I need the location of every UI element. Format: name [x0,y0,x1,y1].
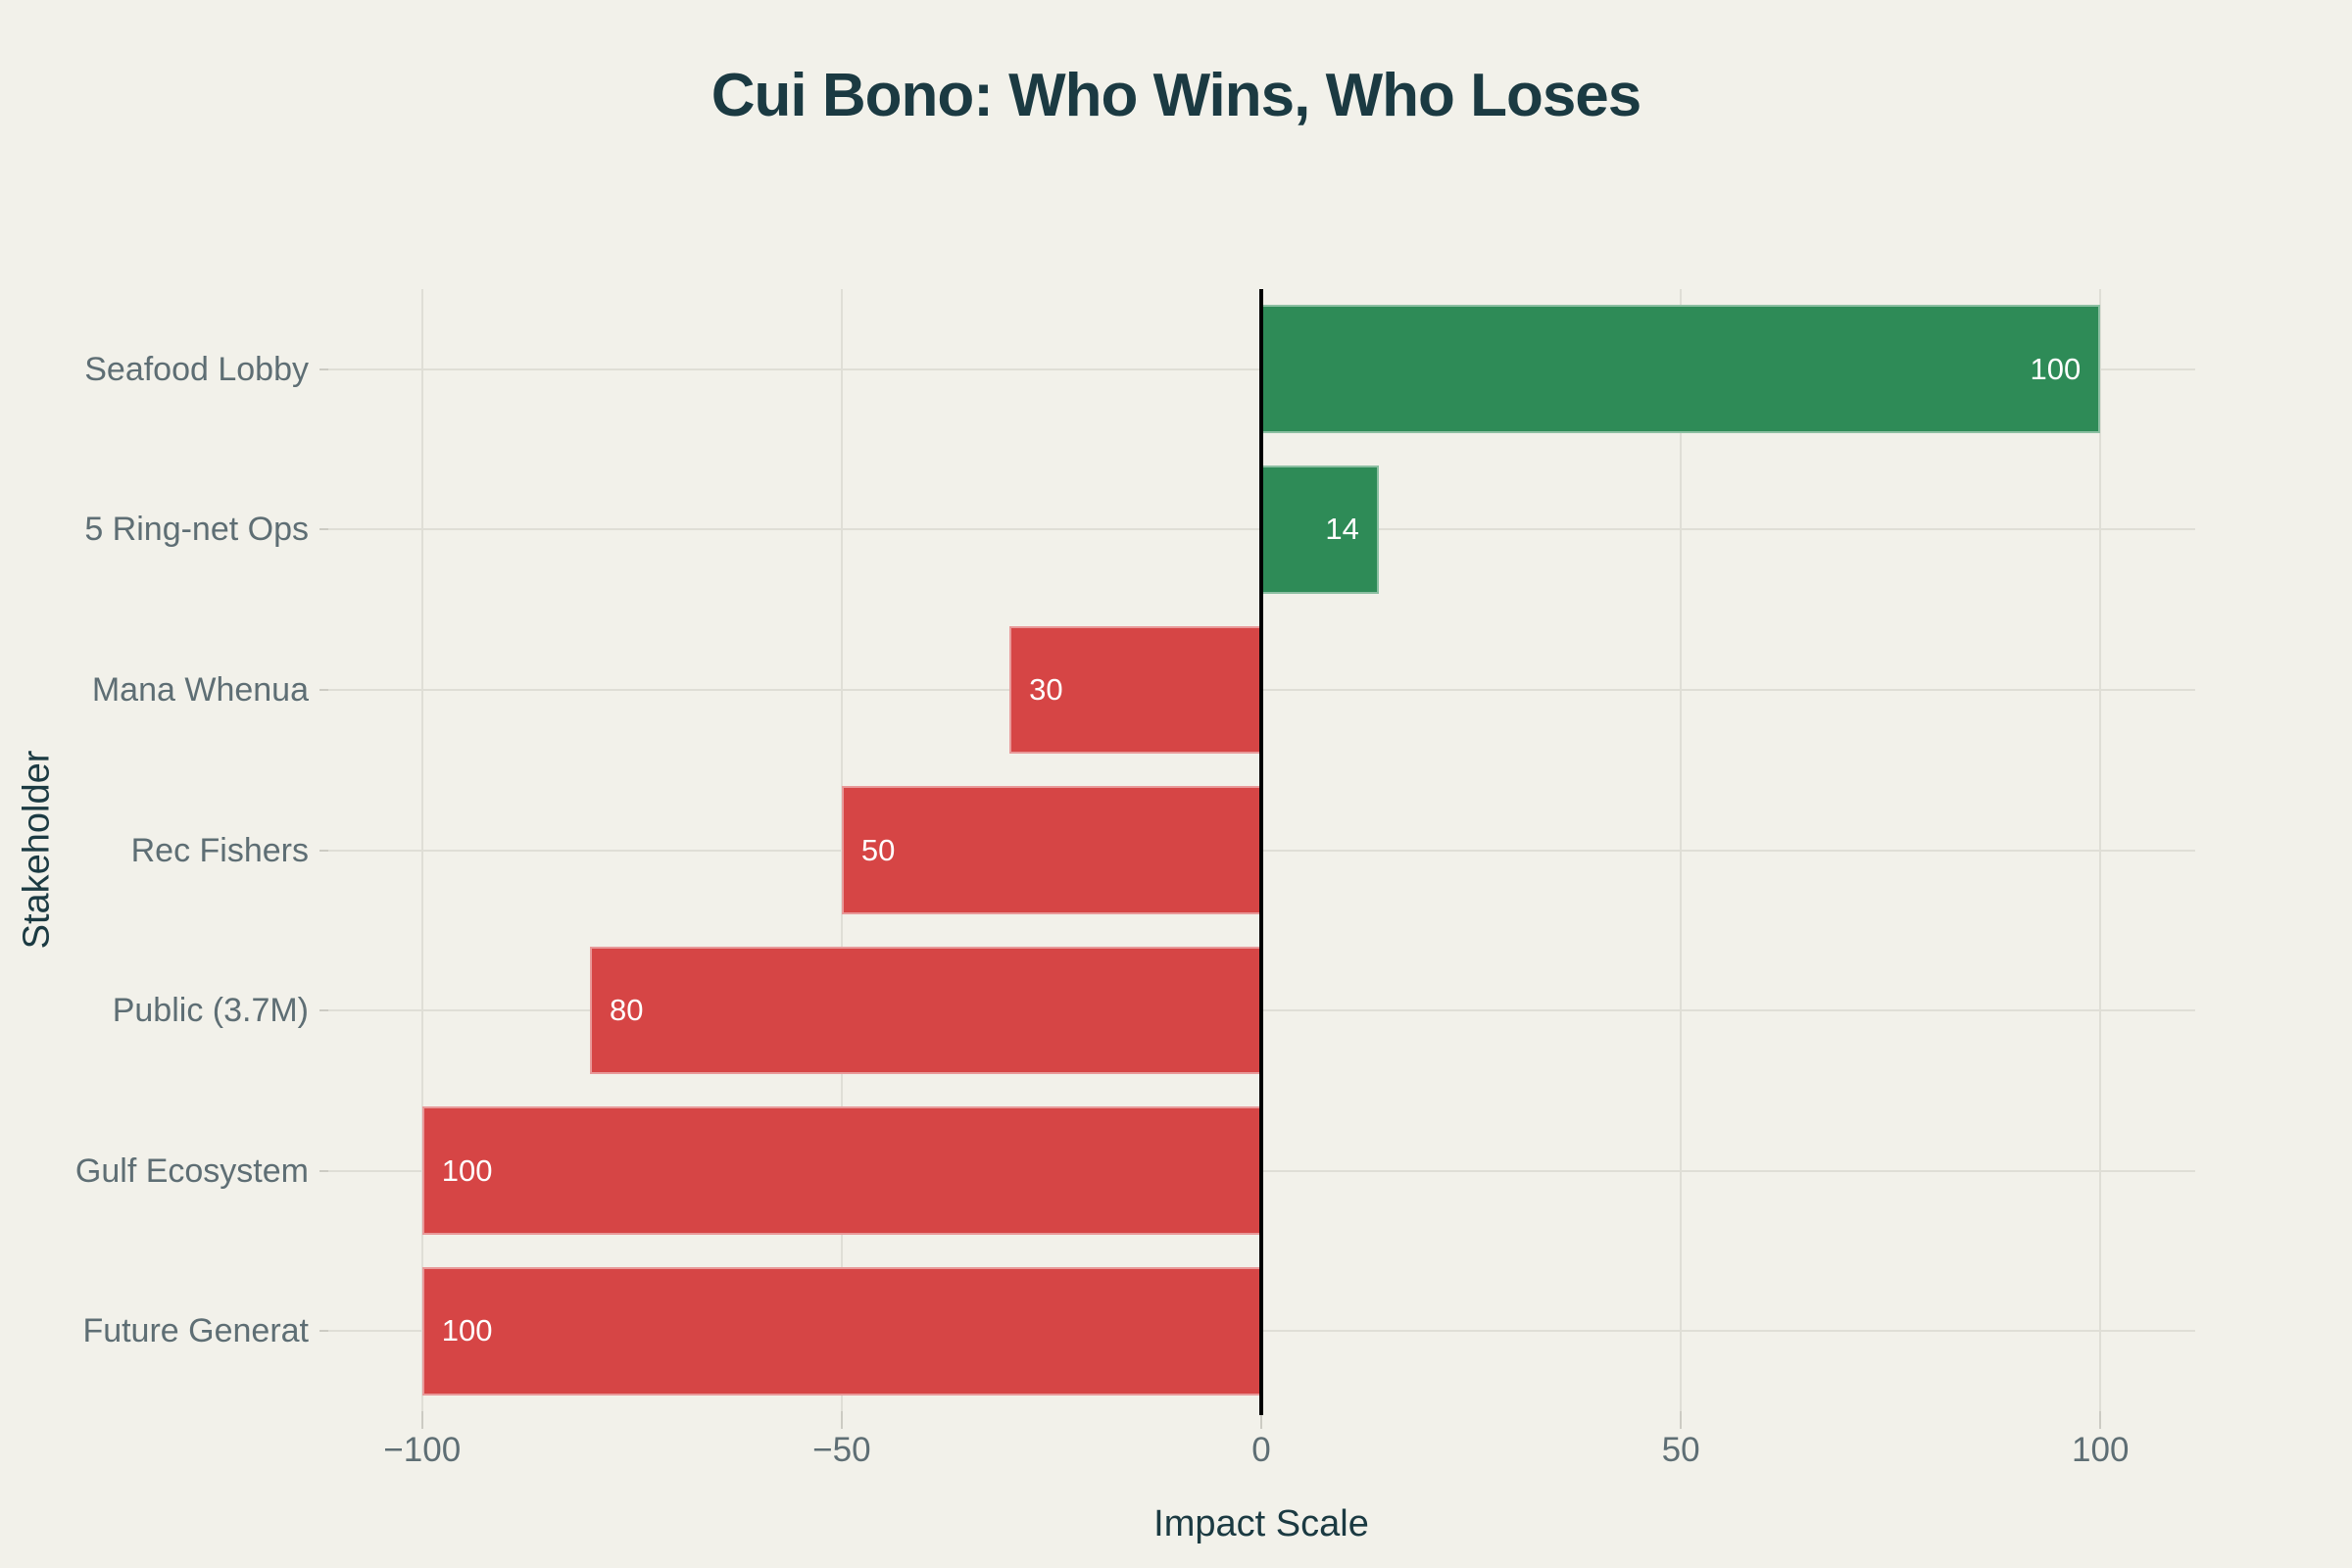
x-tick-label-50: 50 [1661,1431,1700,1469]
y-tick-mark [319,1009,328,1012]
bar-future-generat[interactable] [421,1266,1261,1396]
x-tick-mark [1680,1411,1683,1429]
x-tick-label-neg100: −100 [383,1431,462,1469]
bar-mana-whenua[interactable] [1009,625,1261,755]
y-tick-label-rec-fishers: Rec Fishers [130,831,309,869]
gridline-vertical [2099,289,2102,1411]
chart-title: Cui Bono: Who Wins, Who Loses [710,62,1642,129]
x-tick-mark [1260,1411,1262,1429]
y-tick-mark [319,368,328,370]
y-tick-mark [319,1330,328,1333]
y-tick-label-5-ring-net-ops: 5 Ring-net Ops [84,511,309,549]
gridline-horizontal [319,368,2195,370]
y-tick-label-seafood-lobby: Seafood Lobby [84,350,309,388]
gridline-vertical [1680,289,1683,1411]
y-tick-mark [319,849,328,852]
bar-gulf-ecosystem[interactable] [421,1106,1261,1236]
bar-value-label: 100 [441,1152,493,1188]
x-axis-title: Impact Scale [1153,1503,1369,1544]
y-tick-label-mana-whenua: Mana Whenua [91,670,309,709]
y-tick-mark [319,1169,328,1172]
bar-value-label: 100 [2030,351,2082,386]
x-tick-label-neg50: −50 [812,1431,871,1469]
bar-value-label: 80 [610,993,644,1028]
bar-value-label: 50 [860,832,896,867]
zero-baseline [1259,289,1263,1415]
bar-public-3-7m[interactable] [590,946,1261,1075]
x-tick-mark [2099,1411,2102,1429]
x-tick-mark [840,1411,843,1429]
y-tick-label-public-3-7m: Public (3.7M) [112,992,309,1030]
y-tick-label-gulf-ecosystem: Gulf Ecosystem [74,1152,309,1190]
x-tick-label-100: 100 [2072,1431,2130,1469]
x-tick-mark [420,1411,423,1429]
bar-rec-fishers[interactable] [841,786,1261,914]
bar-value-label: 30 [1029,671,1063,707]
gridline-horizontal [319,528,2195,531]
x-tick-label-0: 0 [1251,1431,1271,1469]
y-tick-mark [319,688,328,691]
y-tick-label-future-generat: Future Generat [82,1312,309,1350]
bar-seafood-lobby[interactable] [1261,305,2101,434]
bar-value-label: 14 [1325,512,1359,547]
bar-value-label: 100 [441,1313,493,1348]
y-tick-mark [319,528,328,531]
gridline-vertical [420,289,423,1411]
